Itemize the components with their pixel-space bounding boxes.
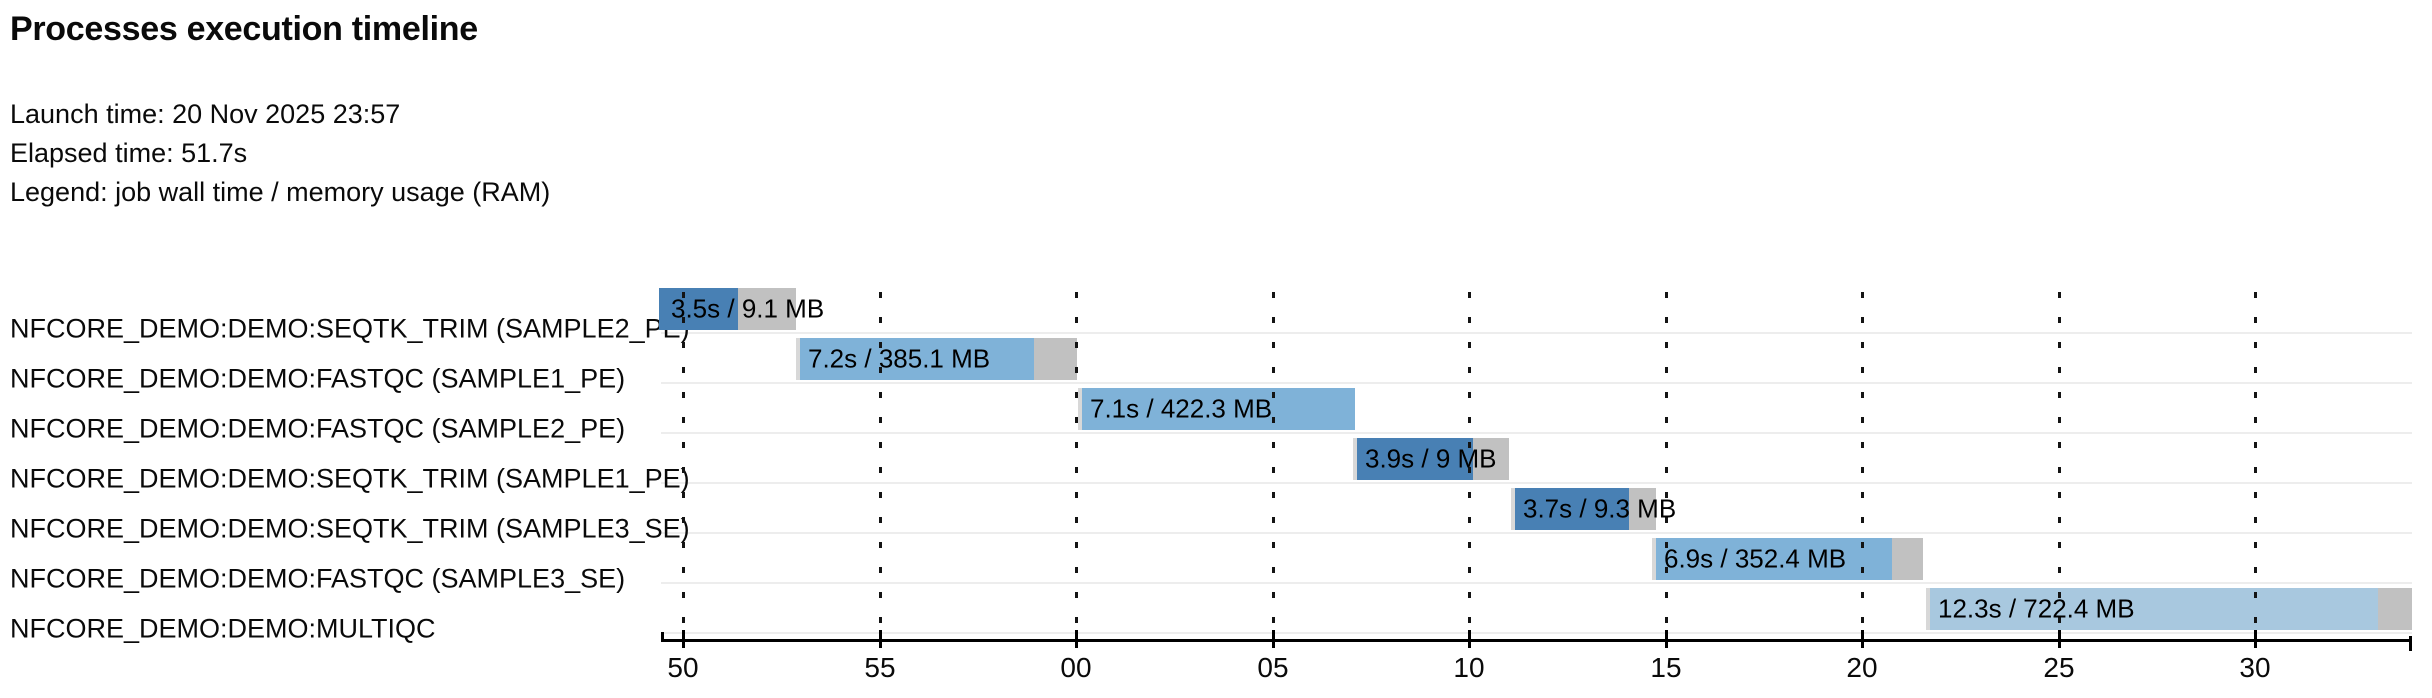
elapsed-time-text: Elapsed time: 51.7s [10, 138, 248, 168]
row-separator [661, 532, 2412, 534]
gridline [879, 292, 882, 640]
axis-tick-label: 10 [1453, 652, 1485, 683]
task-run-segment [659, 288, 738, 330]
task-complete-segment [1473, 438, 1509, 480]
task-bar [1511, 488, 1656, 530]
task-bar [1078, 388, 1355, 430]
axis-right-cap [2409, 636, 2412, 651]
task-run-segment [800, 338, 1034, 380]
axis-tick-label: 20 [1846, 652, 1878, 683]
row-separator [661, 632, 2412, 634]
process-label: NFCORE_DEMO:DEMO:SEQTK_TRIM (SAMPLE2_PE) [10, 313, 690, 344]
task-run-segment [1656, 538, 1892, 580]
task-run-segment [1357, 438, 1473, 480]
process-label: NFCORE_DEMO:DEMO:MULTIQC [10, 613, 436, 644]
task-complete-segment [1034, 338, 1077, 380]
task-bar-label: 3.7s / 9.3 MB [1523, 493, 1677, 524]
row-separator [661, 582, 2412, 584]
page-title: Processes execution timeline [10, 10, 478, 48]
legend-text: Legend: job wall time / memory usage (RA… [10, 177, 551, 207]
gridline [1272, 292, 1275, 640]
axis-tick-label: 00 [1060, 652, 1092, 683]
task-complete-segment [2378, 588, 2412, 630]
task-bar-label: 3.5s / 9.1 MB [671, 293, 825, 324]
process-label: NFCORE_DEMO:DEMO:SEQTK_TRIM (SAMPLE1_PE) [10, 463, 690, 494]
task-bar-label: 12.3s / 722.4 MB [1938, 593, 2135, 624]
gridline [1468, 292, 1471, 640]
task-bar-label: 6.9s / 352.4 MB [1664, 543, 1847, 574]
row-separator [661, 482, 2412, 484]
axis-tick-label: 15 [1650, 652, 1682, 683]
task-submit-segment [796, 338, 800, 380]
gridline [2254, 292, 2257, 640]
axis-tick-label: 55 [864, 652, 896, 683]
task-complete-segment [1892, 538, 1923, 580]
task-bar [1652, 538, 1923, 580]
gridline [1861, 292, 1864, 640]
gridline [682, 292, 685, 640]
axis-line [661, 639, 2412, 642]
row-separator [661, 382, 2412, 384]
task-run-segment [1930, 588, 2378, 630]
task-run-segment [1082, 388, 1355, 430]
task-bar [1353, 438, 1509, 480]
axis-tick-label: 05 [1257, 652, 1289, 683]
axis-tick-label: 25 [2043, 652, 2075, 683]
row-separator [661, 332, 2412, 334]
run-metadata: Launch time: 20 Nov 2025 23:57 Elapsed t… [10, 95, 550, 212]
task-complete-segment [738, 288, 796, 330]
launch-time-text: Launch time: 20 Nov 2025 23:57 [10, 99, 401, 129]
task-bar-label: 7.1s / 422.3 MB [1090, 393, 1273, 424]
process-label: NFCORE_DEMO:DEMO:SEQTK_TRIM (SAMPLE3_SE) [10, 513, 690, 544]
task-bar [659, 288, 796, 330]
row-separator [661, 432, 2412, 434]
task-submit-segment [1926, 588, 1930, 630]
process-label: NFCORE_DEMO:DEMO:FASTQC (SAMPLE3_SE) [10, 563, 626, 594]
task-bar [1926, 588, 2412, 630]
task-submit-segment [1353, 438, 1357, 480]
gridline [2058, 292, 2061, 640]
process-label: NFCORE_DEMO:DEMO:FASTQC (SAMPLE1_PE) [10, 363, 626, 394]
task-submit-segment [1511, 488, 1515, 530]
task-run-segment [1515, 488, 1629, 530]
gridline [1075, 292, 1078, 640]
task-bar-label: 7.2s / 385.1 MB [808, 343, 991, 374]
axis-left-cap [661, 632, 664, 642]
gridline [1665, 292, 1668, 640]
axis-tick-label: 50 [667, 652, 699, 683]
task-bar-label: 3.9s / 9 MB [1365, 443, 1497, 474]
axis-tick-label: 30 [2239, 652, 2271, 683]
task-complete-segment [1629, 488, 1656, 530]
process-label: NFCORE_DEMO:DEMO:FASTQC (SAMPLE2_PE) [10, 413, 626, 444]
task-submit-segment [1078, 388, 1082, 430]
task-bar [796, 338, 1077, 380]
task-submit-segment [1652, 538, 1656, 580]
